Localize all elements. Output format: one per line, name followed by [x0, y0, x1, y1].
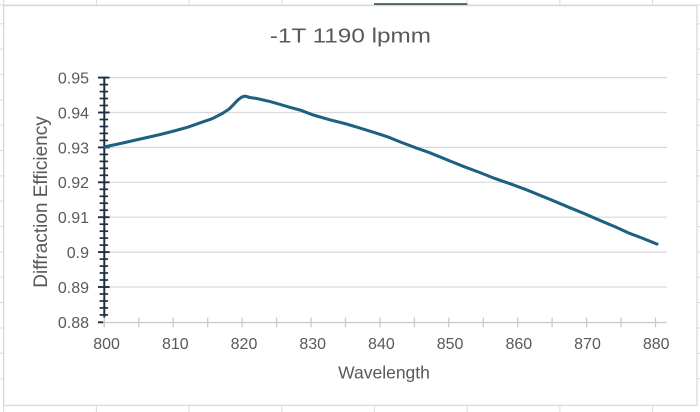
svg-text:0.93: 0.93 [58, 140, 89, 157]
svg-text:0.95: 0.95 [58, 71, 89, 88]
svg-text:Diffraction Efficiency: Diffraction Efficiency [31, 116, 52, 288]
svg-text:840: 840 [368, 336, 395, 353]
svg-text:800: 800 [93, 336, 120, 353]
svg-text:810: 810 [162, 336, 189, 353]
svg-text:0.94: 0.94 [58, 105, 89, 122]
svg-text:Wavelength: Wavelength [338, 362, 430, 382]
svg-text:880: 880 [643, 336, 670, 353]
svg-text:0.9: 0.9 [67, 245, 89, 262]
svg-text:870: 870 [574, 336, 601, 353]
svg-text:860: 860 [505, 336, 532, 353]
svg-text:0.92: 0.92 [58, 175, 89, 192]
svg-text:0.89: 0.89 [58, 280, 89, 297]
svg-text:0.91: 0.91 [58, 210, 89, 227]
svg-text:-1T 1190 lpmm: -1T 1190 lpmm [270, 24, 431, 47]
svg-text:0.88: 0.88 [58, 315, 89, 332]
svg-text:830: 830 [299, 336, 326, 353]
svg-text:850: 850 [437, 336, 464, 353]
svg-text:820: 820 [231, 336, 258, 353]
